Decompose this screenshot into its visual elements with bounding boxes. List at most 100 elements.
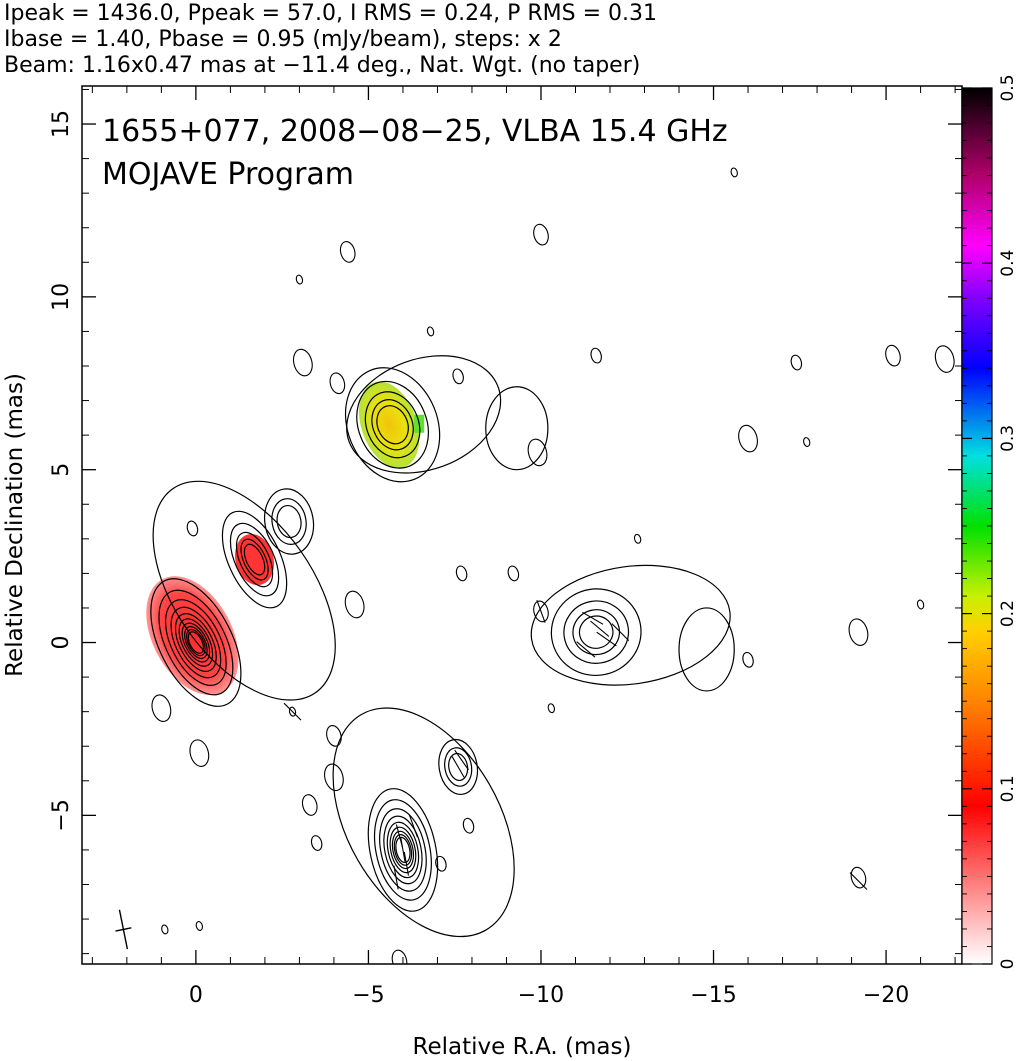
- colorbar-tick-label: 0.5: [998, 74, 1018, 101]
- colorbar-ticks: 0 0.1 0.2 0.3 0.4 0.5: [962, 74, 1018, 969]
- noise-contour: [934, 345, 955, 373]
- noise-contour: [916, 599, 925, 610]
- header-line-2: Ibase = 1.40, Pbase = 0.95 (mJy/beam), s…: [4, 27, 562, 52]
- contour-line: [578, 615, 614, 649]
- polarization-vector: [393, 865, 399, 890]
- noise-contour: [633, 533, 642, 544]
- noise-contour: [533, 223, 549, 246]
- noise-contour: [462, 817, 475, 834]
- contour-component: [367, 788, 439, 912]
- contour-line: [263, 488, 315, 555]
- polarization-vector: [283, 702, 302, 721]
- noise-contour: [730, 167, 738, 178]
- contour-component: [438, 738, 479, 796]
- polarization-vector: [576, 641, 596, 658]
- polarization-vector: [451, 756, 465, 778]
- jet-envelope-contour: [485, 386, 549, 471]
- noise-contour: [186, 520, 199, 537]
- contour-line: [174, 613, 217, 672]
- x-tick-label: −5: [352, 983, 384, 1008]
- contour-line: [373, 799, 432, 901]
- beam-minor-axis: [115, 927, 132, 932]
- polarization-vector: [403, 851, 410, 876]
- contour-line: [165, 599, 227, 686]
- noise-contour: [295, 274, 304, 285]
- noise-contour: [310, 835, 323, 851]
- noise-contour: [292, 348, 313, 377]
- contour-line: [367, 788, 439, 912]
- noise-contour: [326, 725, 342, 747]
- noise-contour: [435, 855, 447, 872]
- x-axis-label: Relative R.A. (mas): [413, 1034, 632, 1060]
- y-tick-label: 0: [49, 636, 74, 650]
- contour-line: [150, 578, 242, 707]
- noise-contour: [742, 651, 754, 668]
- jet-envelope-contour: [332, 707, 515, 938]
- contour-line: [383, 815, 423, 885]
- x-tick-label: −10: [518, 983, 564, 1008]
- plot-subtitle: MOJAVE Program: [102, 157, 354, 192]
- jet-envelope-contour: [152, 480, 336, 701]
- noise-contour: [324, 763, 344, 792]
- contour-component: [550, 588, 642, 677]
- polarization-vector: [408, 814, 418, 838]
- noise-contour: [195, 921, 204, 931]
- contour-line: [184, 626, 208, 660]
- noise-contour: [339, 241, 356, 263]
- contour-component: [150, 578, 242, 707]
- contour-line: [356, 380, 429, 469]
- contour-line: [371, 399, 414, 451]
- noise-contour: [533, 600, 549, 623]
- contour-line: [376, 405, 409, 445]
- jet-envelope-contour: [530, 564, 731, 686]
- contour-line: [243, 543, 266, 576]
- contour-component: [221, 510, 288, 609]
- y-tick-label: 10: [49, 283, 74, 311]
- colorbar-tick-label: 0.1: [998, 775, 1018, 802]
- y-axis-label: Relative Declination (mas): [2, 373, 28, 677]
- colorbar-tick-label: 0: [998, 959, 1018, 970]
- plot-frame: [81, 85, 963, 965]
- y-tick-label: −5: [49, 799, 74, 831]
- polarization-vector: [536, 599, 546, 623]
- x-tick-label: −15: [690, 983, 736, 1008]
- contour-line: [344, 367, 441, 483]
- noise-contour: [344, 590, 365, 619]
- contour-line: [178, 618, 214, 667]
- jet-envelope-contour: [678, 607, 735, 692]
- noise-contour: [590, 347, 602, 364]
- noise-contour: [288, 706, 297, 717]
- noise-contour: [329, 372, 346, 395]
- noise-contour: [455, 565, 468, 582]
- contour-line: [572, 609, 621, 656]
- contour-line: [170, 606, 222, 679]
- noise-contour: [391, 949, 408, 964]
- noise-contour: [885, 344, 901, 367]
- noise-contour: [790, 354, 803, 371]
- contour-line: [229, 522, 280, 597]
- y-tick-label: 15: [49, 110, 74, 138]
- contour-line: [186, 628, 206, 657]
- contour-line: [364, 391, 421, 459]
- contour-line: [563, 600, 630, 664]
- noise-contour: [161, 924, 169, 935]
- noise-contour: [527, 438, 548, 467]
- colorbar-tick-label: 0.2: [998, 600, 1018, 627]
- noise-contour: [850, 866, 867, 889]
- contour-line: [181, 622, 211, 663]
- polarization-vector: [596, 631, 617, 647]
- contour-line: [271, 498, 307, 545]
- contour-line: [379, 808, 427, 892]
- contour-line: [240, 538, 269, 581]
- contour-component: [344, 367, 441, 483]
- noise-contour: [189, 739, 210, 767]
- header-line-3: Beam: 1.16x0.47 mas at −11.4 deg., Nat. …: [4, 53, 640, 78]
- polarization-vector: [395, 824, 404, 848]
- noise-contour: [426, 326, 435, 337]
- noise-contour: [452, 368, 464, 385]
- axis-ticks: 0 −5 −10 −15 −20 −5 0 5 10 15: [49, 86, 962, 1008]
- polarization-vector: [582, 611, 604, 625]
- contour-line: [448, 752, 469, 782]
- noise-contour: [803, 437, 811, 448]
